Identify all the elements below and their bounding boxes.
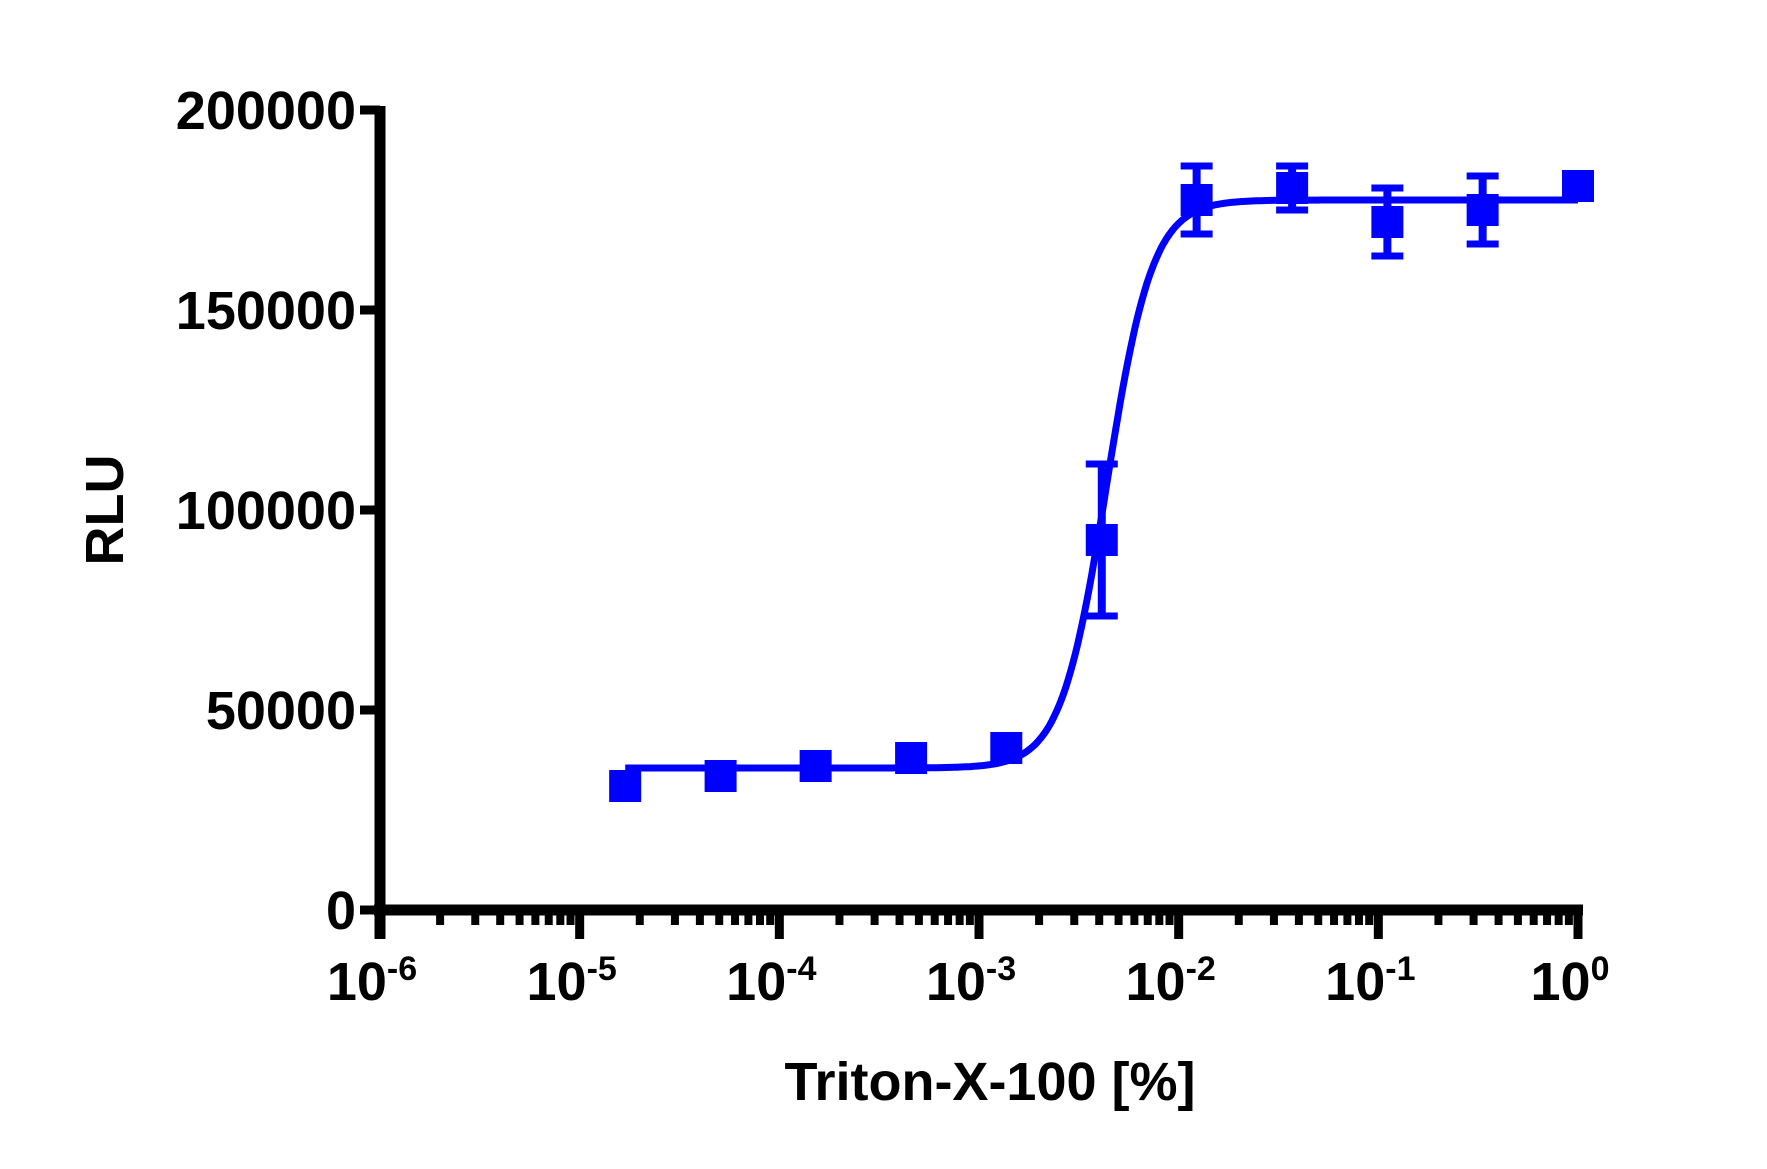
y-axis-ticks: 0 50000 100000 150000 200000 xyxy=(176,81,380,941)
y-axis-title: RLU xyxy=(75,455,135,566)
x-tick-label: 10-2 xyxy=(1126,950,1216,1012)
square-marker xyxy=(1180,184,1213,216)
square-marker xyxy=(1276,172,1309,204)
x-tick-label: 10-3 xyxy=(926,950,1016,1012)
data-point xyxy=(704,760,737,792)
x-tick-label: 10-6 xyxy=(327,950,417,1012)
x-tick-label: 10-1 xyxy=(1325,950,1415,1012)
data-point xyxy=(1466,172,1499,248)
square-marker xyxy=(1562,170,1594,202)
y-tick-label: 50000 xyxy=(206,681,356,741)
data-point xyxy=(1371,184,1404,260)
x-tick-label: 10-5 xyxy=(527,950,617,1012)
x-axis-ticks: 10-6 10-5 10-4 10-3 10-2 10-1 100 xyxy=(327,910,1610,1012)
data-point xyxy=(1276,162,1309,214)
data-point xyxy=(1562,170,1594,202)
x-tick-label: 10-4 xyxy=(726,950,816,1012)
y-tick-label: 100000 xyxy=(176,481,356,541)
y-tick-label: 0 xyxy=(326,881,356,941)
square-marker xyxy=(1466,194,1499,226)
y-tick-label: 150000 xyxy=(176,281,356,341)
square-marker xyxy=(1371,206,1404,238)
data-point xyxy=(895,742,928,774)
square-marker xyxy=(799,750,832,782)
square-marker xyxy=(704,760,737,792)
y-tick-label: 200000 xyxy=(176,81,356,141)
data-point xyxy=(799,750,832,782)
data-point xyxy=(609,770,642,802)
x-tick-label: 100 xyxy=(1531,950,1610,1012)
data-point xyxy=(990,732,1023,764)
square-marker xyxy=(895,742,928,774)
square-marker xyxy=(609,770,642,802)
data-point xyxy=(1180,162,1213,238)
square-marker xyxy=(990,732,1023,764)
data-points xyxy=(609,162,1594,802)
x-axis-title: Triton-X-100 [%] xyxy=(784,1052,1195,1112)
data-point xyxy=(1085,460,1118,620)
square-marker xyxy=(1085,524,1118,556)
